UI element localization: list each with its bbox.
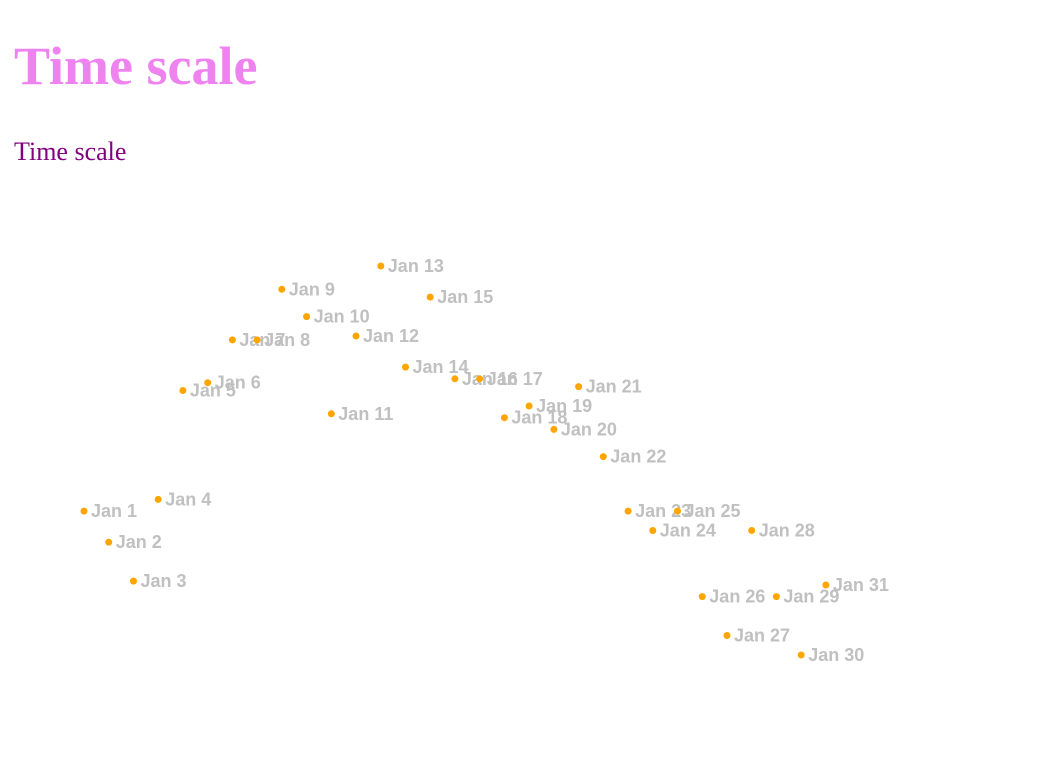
data-point-label: Jan 23 <box>635 501 691 521</box>
data-point <box>426 293 434 301</box>
data-point-label: Jan 31 <box>833 575 889 595</box>
data-point-label: Jan 3 <box>141 571 187 591</box>
page-title: Time scale <box>14 36 258 96</box>
data-point <box>327 410 335 418</box>
data-point-label: Jan 8 <box>264 330 310 350</box>
data-point-label: Jan 17 <box>487 369 543 389</box>
data-point-label: Jan 16 <box>462 369 518 389</box>
data-point-label: Jan 1 <box>91 501 137 521</box>
data-point-label: Jan 9 <box>289 279 335 299</box>
data-point <box>105 538 113 546</box>
data-point-label: Jan 7 <box>239 330 285 350</box>
data-point-label: Jan 25 <box>685 501 741 521</box>
data-point-label: Jan 12 <box>363 326 419 346</box>
data-point <box>772 593 780 601</box>
data-point-label: Jan 13 <box>388 256 444 276</box>
data-point-label: Jan 21 <box>586 377 642 397</box>
data-point-label: Jan 15 <box>437 287 493 307</box>
data-point-label: Jan 11 <box>338 404 393 424</box>
data-point <box>649 527 657 534</box>
data-point <box>599 453 607 461</box>
data-point <box>303 313 311 321</box>
data-point-label: Jan 4 <box>165 489 211 509</box>
data-point-label: Jan 6 <box>215 373 261 393</box>
data-point <box>154 495 162 503</box>
data-point <box>550 425 558 433</box>
data-point <box>476 375 484 383</box>
data-point-label: Jan 10 <box>314 307 370 327</box>
data-point-label: Jan 5 <box>190 381 236 401</box>
data-point <box>228 336 236 344</box>
data-point-label: Jan 2 <box>116 532 162 552</box>
data-point <box>179 387 187 394</box>
data-point-label: Jan 26 <box>709 587 765 607</box>
data-point <box>624 507 632 515</box>
data-point-label: Jan 28 <box>759 521 815 541</box>
data-point <box>500 414 508 422</box>
data-point <box>253 336 261 344</box>
data-point <box>278 285 286 293</box>
data-point <box>822 581 830 589</box>
data-point-label: Jan 29 <box>783 587 839 607</box>
data-point <box>797 651 805 659</box>
data-point <box>80 507 88 515</box>
data-point-label: Jan 27 <box>734 626 790 646</box>
chart-subtitle: Time scale <box>14 137 127 166</box>
data-point <box>130 577 137 585</box>
data-point-label: Jan 19 <box>536 396 592 416</box>
data-point-label: Jan 14 <box>413 357 469 377</box>
data-point <box>575 383 583 391</box>
data-point-label: Jan 18 <box>511 408 567 428</box>
data-point <box>674 507 681 515</box>
data-point-label: Jan 22 <box>610 447 666 467</box>
data-point <box>525 402 533 410</box>
data-point <box>451 375 459 383</box>
data-point <box>204 379 212 387</box>
data-point-label: Jan 20 <box>561 419 617 439</box>
data-point <box>352 332 360 340</box>
data-point <box>748 527 756 534</box>
data-point <box>723 632 731 639</box>
data-point-label: Jan 24 <box>660 521 716 541</box>
data-point <box>377 262 385 270</box>
data-point-label: Jan 30 <box>808 645 864 665</box>
data-point <box>402 363 409 371</box>
data-point <box>698 593 706 601</box>
